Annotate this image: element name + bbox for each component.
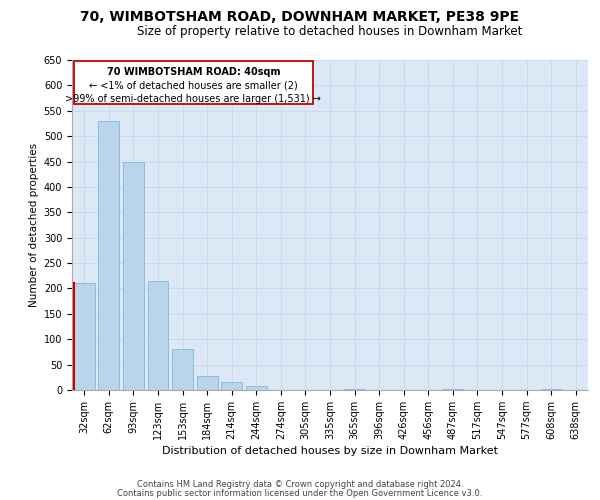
Bar: [148, 281, 169, 390]
Text: 70, WIMBOTSHAM ROAD, DOWNHAM MARKET, PE38 9PE: 70, WIMBOTSHAM ROAD, DOWNHAM MARKET, PE3…: [80, 10, 520, 24]
Bar: [344, 389, 365, 390]
Text: >99% of semi-detached houses are larger (1,531) →: >99% of semi-detached houses are larger …: [65, 94, 322, 104]
Title: Size of property relative to detached houses in Downham Market: Size of property relative to detached ho…: [137, 25, 523, 38]
Bar: [246, 386, 267, 390]
Bar: [221, 382, 242, 390]
Text: ← <1% of detached houses are smaller (2): ← <1% of detached houses are smaller (2): [89, 80, 298, 90]
X-axis label: Distribution of detached houses by size in Downham Market: Distribution of detached houses by size …: [162, 446, 498, 456]
Text: Contains HM Land Registry data © Crown copyright and database right 2024.: Contains HM Land Registry data © Crown c…: [137, 480, 463, 489]
Bar: [74, 284, 95, 390]
Bar: [98, 121, 119, 390]
Bar: [123, 162, 144, 390]
Y-axis label: Number of detached properties: Number of detached properties: [29, 143, 40, 307]
Bar: [172, 350, 193, 390]
Text: Contains public sector information licensed under the Open Government Licence v3: Contains public sector information licen…: [118, 489, 482, 498]
Bar: [197, 376, 218, 390]
FancyBboxPatch shape: [74, 61, 313, 104]
Text: 70 WIMBOTSHAM ROAD: 40sqm: 70 WIMBOTSHAM ROAD: 40sqm: [107, 66, 280, 76]
